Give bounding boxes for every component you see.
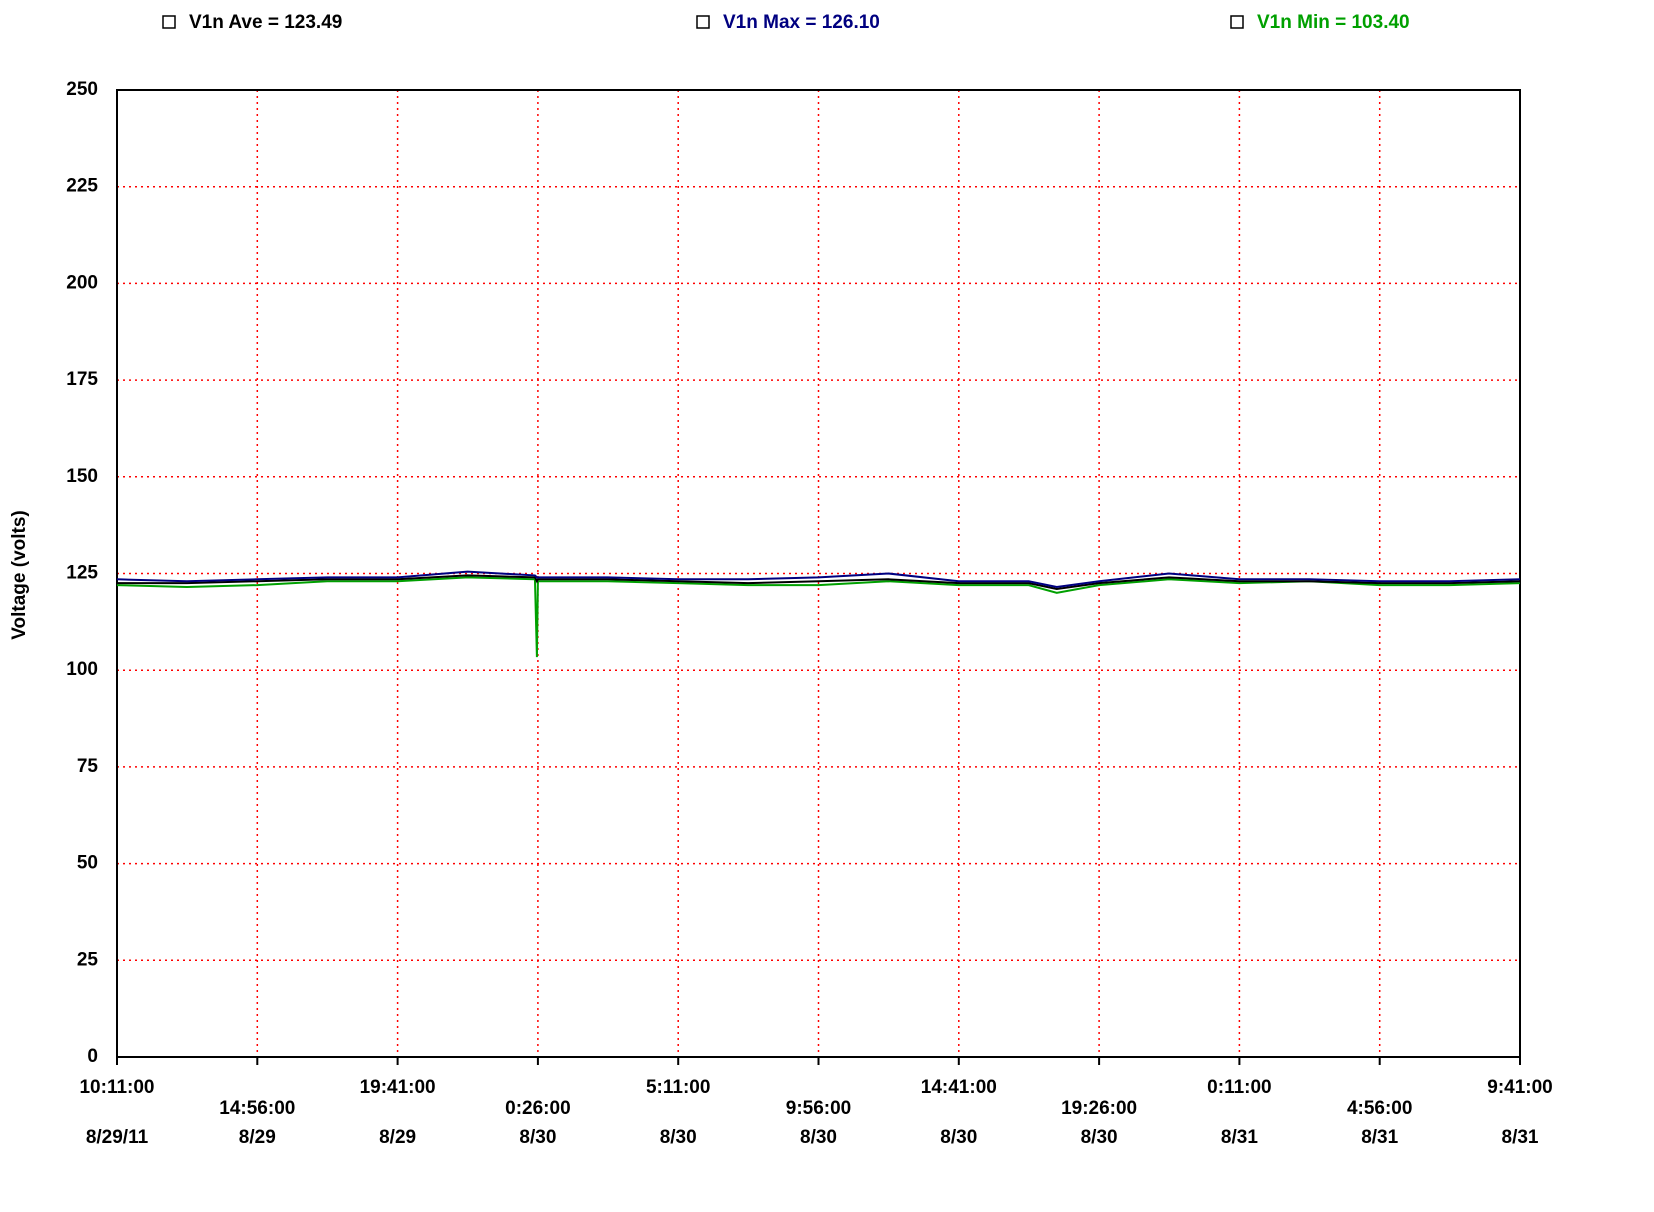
y-tick-label: 175 <box>66 369 98 390</box>
x-tick-label: 8/30 <box>1081 1127 1118 1148</box>
x-tick-label: 19:41:00 <box>360 1077 436 1098</box>
y-tick-label: 75 <box>77 756 99 777</box>
legend-box <box>696 15 710 29</box>
x-tick-label: 5:11:00 <box>646 1077 710 1098</box>
x-tick-label: 8/30 <box>519 1127 556 1148</box>
x-tick-label: 8/31 <box>1221 1127 1258 1148</box>
legend-entry: V1n Max = 126.10 <box>723 12 880 33</box>
x-tick-label: 10:11:00 <box>79 1077 154 1098</box>
x-tick-label: 14:56:00 <box>219 1098 295 1119</box>
plot-frame <box>116 89 1521 1058</box>
x-tick-label: 8/30 <box>800 1127 837 1148</box>
x-tick-label: 9:56:00 <box>786 1098 852 1119</box>
x-tick-label: 9:41:00 <box>1487 1077 1553 1098</box>
y-tick-label: 250 <box>66 79 98 100</box>
x-tick-label: 8/31 <box>1502 1127 1539 1148</box>
legend-entry: V1n Min = 103.40 <box>1257 12 1410 33</box>
x-tick-label: 8/30 <box>940 1127 977 1148</box>
series-line <box>117 574 1521 590</box>
y-tick-label: 225 <box>66 176 98 197</box>
x-tick-label: 8/29 <box>239 1127 276 1148</box>
legend-box <box>162 15 176 29</box>
legend-entry: V1n Ave = 123.49 <box>189 12 342 33</box>
x-tick-label: 4:56:00 <box>1347 1098 1413 1119</box>
x-tick-label: 8/30 <box>660 1127 697 1148</box>
y-axis-label: Voltage (volts) <box>9 510 30 640</box>
y-tick-label: 125 <box>66 563 98 584</box>
x-tick-label: 0:11:00 <box>1207 1077 1271 1098</box>
x-tick-label: 0:26:00 <box>505 1098 571 1119</box>
x-tick-label: 8/29 <box>379 1127 416 1148</box>
series-line <box>116 570 1521 589</box>
x-tick-label: 8/31 <box>1361 1127 1398 1148</box>
x-tick-label: 19:26:00 <box>1061 1098 1137 1119</box>
y-tick-label: 0 <box>87 1046 98 1067</box>
x-tick-label: 14:41:00 <box>921 1077 997 1098</box>
y-tick-label: 50 <box>77 853 98 874</box>
y-tick-label: 150 <box>66 466 98 487</box>
legend-box <box>1230 15 1244 29</box>
series-line <box>116 576 1521 658</box>
y-tick-label: 200 <box>66 272 98 293</box>
y-tick-label: 100 <box>66 659 98 680</box>
x-tick-label: 8/29/11 <box>86 1127 149 1148</box>
y-tick-label: 25 <box>77 949 99 970</box>
